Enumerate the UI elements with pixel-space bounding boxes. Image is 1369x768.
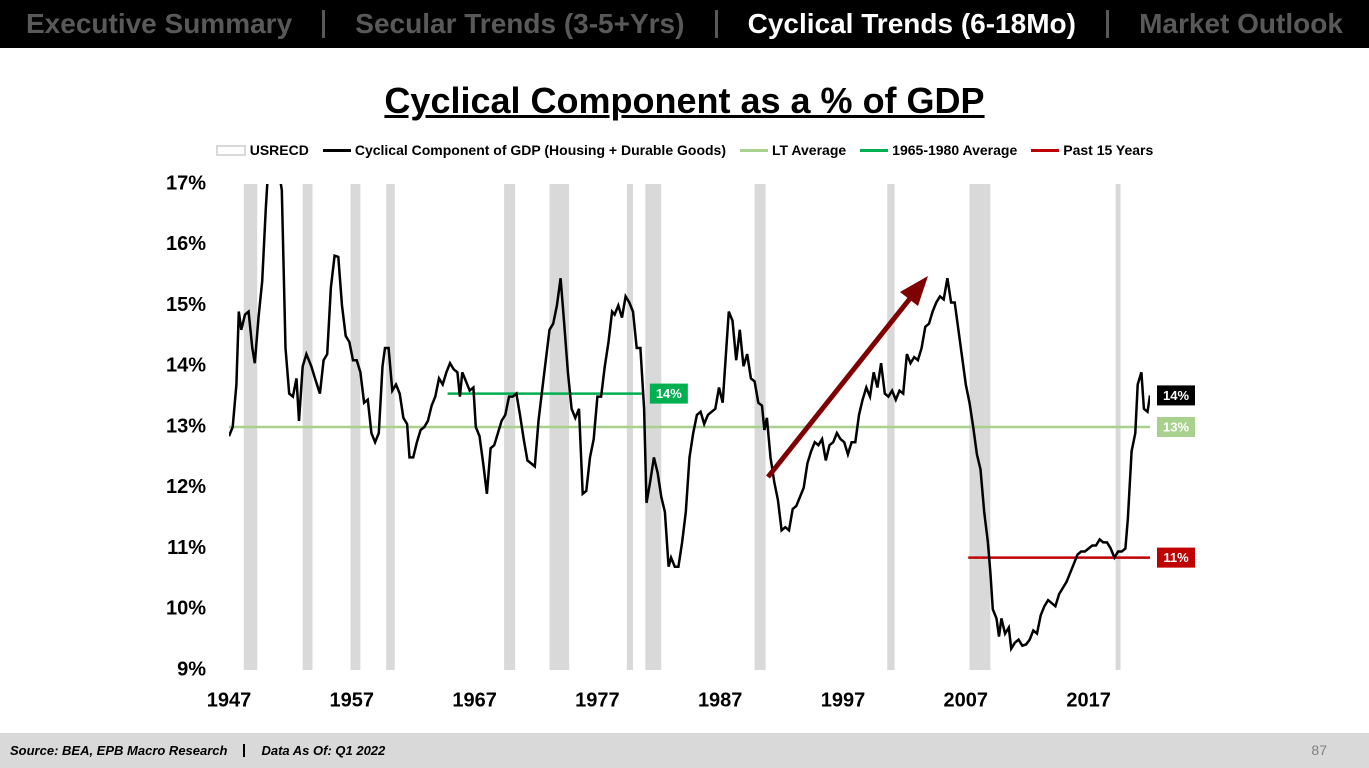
legend-item: LT Average [740,142,846,158]
legend-label: USRECD [249,142,309,158]
value-label-box [1157,417,1195,437]
value-label: 11% [1163,550,1189,565]
legend-item: Cyclical Component of GDP (Housing + Dur… [322,142,726,158]
y-tick-label: 11% [167,537,206,559]
legend-label: LT Average [772,142,847,158]
data-line [229,184,1150,653]
x-tick-label: 2007 [944,689,989,711]
legend: USRECD Cyclical Component of GDP (Housing… [0,142,1369,158]
value-label-box [649,383,688,404]
legend-label: 1965-1980 Average [892,142,1018,158]
y-tick-label: 14% [166,355,206,377]
tab-separator [714,10,718,38]
legend-item: 1965-1980 Average [860,142,1017,158]
y-tick-label: 13% [166,415,206,437]
y-tick-label: 17% [166,172,206,194]
value-label: 14% [1163,388,1189,403]
legend-swatch [322,148,351,152]
x-tick-label: 1977 [575,689,620,711]
legend-item: Past 15 Years [1031,142,1153,158]
y-tick-label: 15% [166,294,206,316]
footer: Source: BEA, EPB Macro Research Data As … [0,733,1369,768]
y-tick-label: 9% [177,658,206,680]
legend-label: Past 15 Years [1063,142,1154,158]
value-label-box [1157,547,1195,568]
data-date: Data As Of: Q1 2022 [261,743,386,758]
legend-swatch [1031,148,1060,152]
tab-separator [1106,10,1110,38]
chart-title: Cyclical Component as a % of GDP [384,80,985,121]
nav-tab[interactable]: Executive Summary [26,8,293,39]
nav-bar: Executive Summary Secular Trends (3-5+Yrs… [0,0,1369,48]
y-tick-label: 10% [166,598,206,620]
arrow-head [900,276,928,306]
y-tick-label: 16% [166,233,206,255]
trend-arrow [766,294,914,479]
separator [243,744,246,757]
legend-label: Cyclical Component of GDP (Housing + Dur… [354,142,726,158]
x-tick-label: 1957 [330,689,375,711]
nav-tab[interactable]: Cyclical Trends (6-18Mo) [747,8,1076,39]
x-tick-label: 2017 [1066,689,1111,711]
value-label: 13% [1163,419,1189,434]
x-tick-label: 1967 [452,689,497,711]
legend-swatch [860,148,889,152]
nav-tab[interactable]: Market Outlook [1139,8,1343,39]
legend-swatch [740,148,768,152]
legend-swatch [215,144,246,156]
source: Source: BEA, EPB Macro Research [10,743,228,758]
x-tick-label: 1987 [698,689,743,711]
chart: 9% 10% 11% 12% 13% 14% 15% 16% 17% 1947 1957 1967 19… [166,172,1195,711]
legend-item: USRECD [215,142,309,158]
y-tick-label: 12% [166,476,206,498]
tab-separator [322,10,326,38]
x-tick-label: 1997 [821,689,866,711]
value-label-box [1157,385,1195,406]
nav-tab[interactable]: Secular Trends (3-5+Yrs) [355,8,685,39]
x-tick-label: 1947 [207,689,252,711]
page-number: 87 [1311,742,1327,758]
value-label: 14% [656,386,682,401]
